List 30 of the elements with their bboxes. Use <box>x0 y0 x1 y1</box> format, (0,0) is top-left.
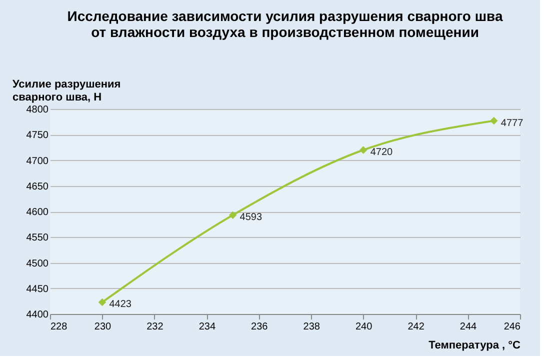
y-tick-label: 4400 <box>26 310 49 320</box>
data-label: 4593 <box>240 212 262 224</box>
y-tick-label: 4600 <box>26 207 49 218</box>
y-tick-label: 4750 <box>26 130 49 142</box>
point <box>98 298 106 306</box>
y-tick-label: 4800 <box>26 104 49 116</box>
point <box>359 146 368 154</box>
y-tick-label: 4550 <box>26 232 49 244</box>
x-tick-label: 246 <box>504 322 521 332</box>
y-tick-label: 4450 <box>26 284 49 295</box>
y-tick-label: 4700 <box>26 156 49 167</box>
data-label: 4423 <box>109 299 132 310</box>
x-tick-label: 240 <box>355 322 373 332</box>
x-tick-label: 236 <box>251 322 268 332</box>
y-axis-title: Усилие разрушения сварного шва, Н <box>12 78 121 104</box>
x-tick-label: 232 <box>146 322 164 332</box>
x-tick-label: 228 <box>50 322 68 332</box>
data-label: 4720 <box>370 147 394 158</box>
y-tick-label: 4500 <box>26 258 49 270</box>
x-tick-label: 242 <box>408 322 425 332</box>
data-label: 4777 <box>500 118 524 129</box>
x-axis-title: Температура , °C <box>428 340 521 352</box>
point <box>228 211 237 219</box>
y-tick-label: 4650 <box>26 181 49 192</box>
x-tick-label: 230 <box>94 322 112 332</box>
x-tick-label: 234 <box>198 322 216 332</box>
chart-title: Исследование зависимости усилия разрушения сварного шва от влажности воздуха в производственном помещении <box>67 8 503 40</box>
point <box>490 116 498 125</box>
x-tick-label: 238 <box>303 322 320 332</box>
x-tick-label: 244 <box>460 322 478 332</box>
